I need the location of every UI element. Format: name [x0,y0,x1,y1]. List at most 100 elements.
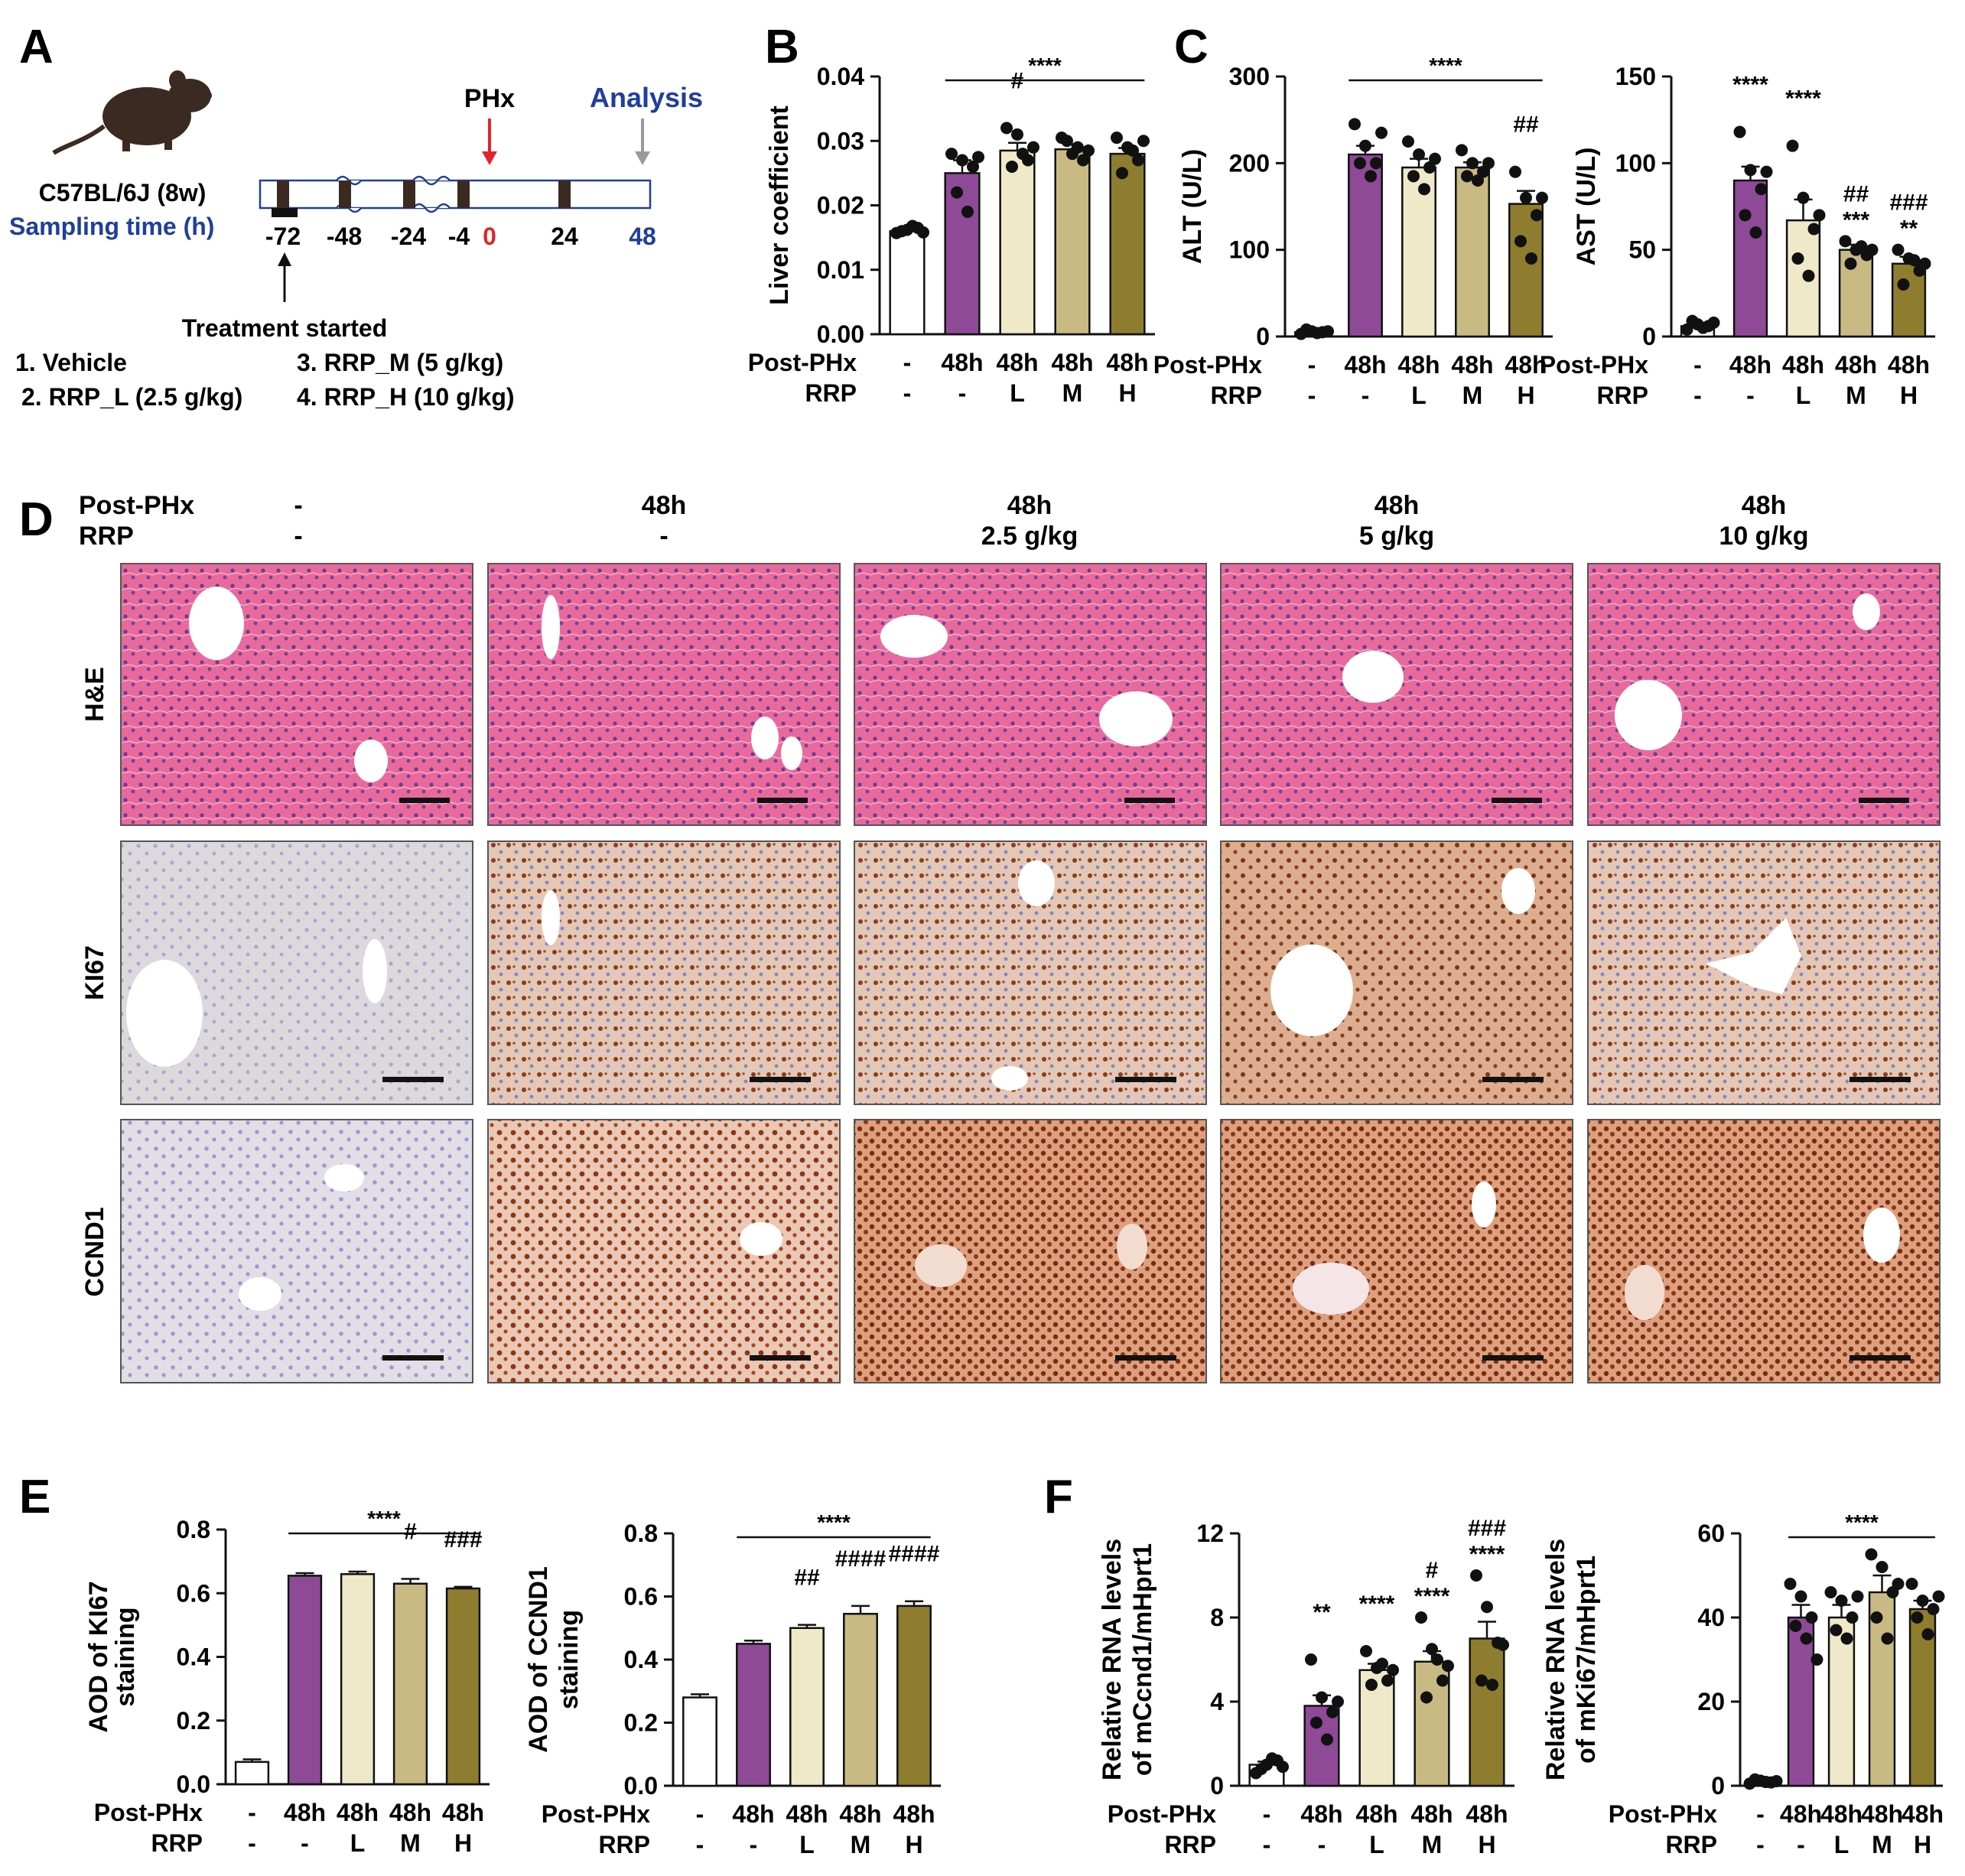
group-label: 48h [337,1799,379,1826]
data-point [1436,1674,1449,1687]
y-tick-label: 0.8 [177,1516,210,1543]
data-point [1531,209,1543,222]
group-label: 48h [1820,1800,1863,1828]
data-point [1111,132,1123,145]
data-point [1359,139,1371,152]
data-point [1481,1601,1493,1614]
data-point [1011,128,1023,141]
group-row-label: RRP [598,1831,650,1858]
y-tick-label: 20 [1697,1688,1725,1715]
sampling-time-label: Sampling time (h) [9,213,214,240]
data-point [1466,157,1479,170]
bar [1785,219,1821,338]
data-point [1525,252,1537,265]
data-point [1509,165,1521,178]
group-label: 48h [1397,351,1440,379]
data-point [1472,174,1484,187]
data-point [1846,1611,1859,1624]
y-axis-label: of mKi67/mHprt1 [1572,1556,1601,1764]
y-axis-label: staining [555,1610,584,1709]
data-point [1876,1561,1889,1573]
bar [392,1582,428,1786]
data-point [1017,148,1029,161]
micrograph-ccnd1-rrp-l [854,1119,1207,1383]
data-point [1536,191,1548,204]
analysis-label: Analysis [590,82,703,113]
group-row-label: Post-PHx [542,1800,650,1828]
y-tick-label: 200 [1229,149,1270,177]
column-header: 2.5 g/kg [981,522,1078,551]
group-label: L [1834,1831,1850,1858]
data-point [1415,1611,1427,1624]
data-point [1132,154,1144,167]
group-label: 48h [1888,351,1930,379]
significance-marker: ## [1843,181,1869,206]
data-point [1413,148,1425,161]
group-label: - [903,379,912,407]
chart-ki67-rna: 0 20 40 60 Relative RNA levels of mKi67/mHprt… [1541,1510,1945,1858]
group-label: - [301,1829,309,1857]
significance-marker: ### [1468,1516,1506,1541]
panel-a-letter: A [19,21,54,73]
data-point [1311,327,1323,340]
y-axis-label: Relative RNA levels [1098,1539,1127,1780]
bar [1455,166,1490,338]
group-label: H [905,1831,922,1858]
group-label: L [1010,379,1025,407]
column-header: - [294,522,302,551]
micrograph-he-rrp-l [854,563,1207,826]
group-label: L [1796,382,1811,409]
bar [843,1612,878,1787]
panel-d-letter: D [19,493,54,546]
scale-bar [1115,1077,1176,1082]
scale-bar [1115,1355,1176,1361]
data-point [1824,1586,1837,1598]
panel-d: Post-PHx RRP - - 48h - 48h 2.5 g/kg 48h … [79,491,1941,1383]
data-point [1844,257,1857,270]
micrograph-he-phx [487,563,841,826]
y-tick-label: 100 [1229,236,1270,264]
y-tick-label: 12 [1196,1520,1224,1547]
group-label: H [1914,1831,1931,1858]
bar [340,1573,376,1786]
data-point [1840,1632,1853,1645]
data-point [1908,254,1921,267]
data-point [1697,321,1710,334]
micrograph-he-rrp-m [1220,563,1573,826]
group-label: - [1746,382,1755,409]
data-point [1794,1590,1807,1603]
group-label: 48h [1451,351,1493,379]
y-tick-label: 4 [1210,1688,1224,1715]
data-point [1376,1657,1388,1670]
y-tick-label: 0.0 [177,1770,210,1798]
micrograph-he-ctrl [120,563,473,826]
bar [889,229,926,336]
scale-bar [1482,1355,1544,1361]
group-label: - [696,1800,704,1828]
y-axis-label: of mCcnd1/mHprt1 [1128,1543,1157,1776]
data-point [1770,1774,1783,1787]
data-point [1255,1763,1267,1775]
data-point [1927,1603,1940,1615]
time-tick: 24 [551,223,578,250]
time-tick-analysis: 48 [629,223,656,250]
group-label: - [750,1831,758,1858]
data-point [1865,1548,1878,1561]
group-row-label: Post-PHx [1609,1800,1717,1828]
data-point [1365,1679,1378,1691]
group-label: 48h [1782,351,1824,379]
data-point [1461,170,1473,183]
group-label: 48h [893,1800,935,1828]
data-point [1277,1761,1289,1774]
group-label: M [851,1831,871,1858]
data-point [1348,118,1361,131]
group-label: - [248,1829,256,1857]
data-point [1810,1653,1823,1666]
data-point [1426,1643,1438,1656]
y-axis-label: ALT (U/L) [1178,149,1207,264]
group-label: H [1118,379,1136,407]
significance-marker: **** [1732,73,1768,98]
group-label: - [1693,382,1702,409]
significance-marker: *** [1843,207,1869,232]
phx-label: PHx [464,84,515,113]
